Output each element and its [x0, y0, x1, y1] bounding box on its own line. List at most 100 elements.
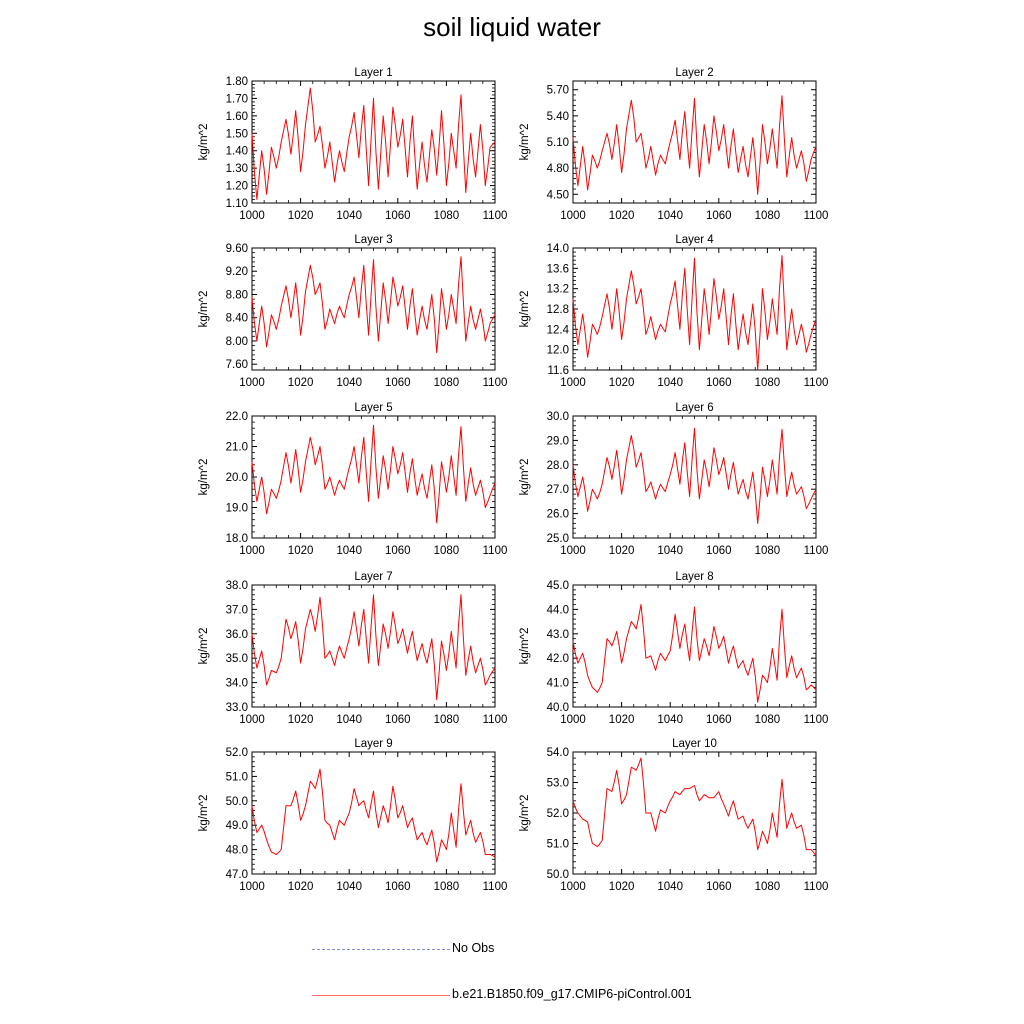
x-tick-label: 1080	[434, 714, 460, 726]
x-tick-label: 1100	[804, 714, 829, 726]
x-tick-label: 1020	[288, 881, 314, 893]
x-tick-label: 1020	[609, 545, 635, 557]
y-tick-label: 9.20	[226, 266, 248, 278]
x-tick-label: 1080	[434, 545, 460, 557]
y-tick-label: 26.0	[547, 509, 569, 521]
series-line	[572, 255, 817, 371]
y-tick-label: 22.0	[226, 411, 248, 423]
y-tick-label: 34.0	[226, 678, 248, 690]
x-tick-label: 1100	[483, 377, 508, 389]
x-tick-label: 1100	[804, 210, 829, 222]
series-line	[572, 757, 817, 856]
legend-no-obs: No Obs	[312, 940, 1012, 960]
series-line	[251, 256, 496, 354]
y-tick-label: 1.70	[226, 93, 248, 105]
y-tick-label: 11.6	[547, 365, 569, 377]
y-tick-label: 13.2	[547, 284, 569, 296]
y-tick-label: 45.0	[547, 580, 569, 592]
x-tick-label: 1080	[755, 714, 781, 726]
x-tick-label: 1100	[483, 714, 508, 726]
x-tick-label: 1040	[657, 545, 683, 557]
y-tick-label: 52.0	[226, 747, 248, 759]
y-tick-label: 14.0	[547, 243, 569, 255]
y-tick-label: 5.10	[547, 137, 569, 149]
x-tick-label: 1040	[336, 545, 362, 557]
panel-title: Layer 7	[354, 571, 392, 583]
y-tick-label: 41.0	[547, 678, 569, 690]
series-line	[251, 87, 496, 200]
y-tick-label: 1.60	[226, 111, 248, 123]
x-tick-label: 1060	[385, 545, 411, 557]
y-axis-label: kg/m^2	[519, 124, 531, 161]
x-tick-label: 1020	[609, 881, 635, 893]
y-tick-label: 52.0	[547, 808, 569, 820]
series-line	[251, 594, 496, 701]
x-tick-label: 1000	[239, 377, 265, 389]
series-line	[572, 427, 817, 524]
y-axis-label: kg/m^2	[198, 628, 210, 665]
panel-title: Layer 5	[354, 402, 392, 414]
panel-layer-10: Layer 10 kg/m^2 50.0 51.0 52.0 53.0 54.0 1000 10…	[519, 738, 828, 893]
y-tick-label: 8.80	[226, 289, 248, 301]
x-tick-label: 1000	[239, 881, 265, 893]
panel-layer-3: Layer 3 kg/m^2 7.60 8.00 8.40 8.80 9.20 9.60 100…	[198, 234, 507, 389]
y-tick-label: 4.50	[547, 189, 569, 201]
x-tick-label: 1000	[239, 714, 265, 726]
x-tick-label: 1060	[706, 377, 732, 389]
y-tick-label: 20.0	[226, 472, 248, 484]
legend-dashed-line	[312, 949, 450, 950]
x-tick-label: 1060	[385, 210, 411, 222]
y-tick-label: 1.50	[226, 128, 248, 140]
x-tick-label: 1100	[804, 377, 829, 389]
y-axis-label: kg/m^2	[519, 795, 531, 832]
y-tick-label: 33.0	[226, 702, 248, 714]
y-tick-label: 5.40	[547, 111, 569, 123]
panel-title: Layer 3	[354, 234, 392, 246]
x-tick-label: 1000	[239, 545, 265, 557]
x-tick-label: 1020	[609, 377, 635, 389]
y-tick-label: 5.70	[547, 85, 569, 97]
x-tick-label: 1020	[609, 210, 635, 222]
panel-layer-7: Layer 7 kg/m^2 33.0 34.0 35.0 36.0 37.0 38.0 100…	[198, 571, 507, 726]
y-tick-label: 47.0	[226, 869, 248, 881]
y-tick-label: 4.80	[547, 163, 569, 175]
y-tick-label: 12.8	[547, 304, 569, 316]
series-line	[572, 95, 817, 195]
y-tick-label: 8.40	[226, 313, 248, 325]
y-tick-label: 38.0	[226, 580, 248, 592]
x-tick-label: 1020	[288, 210, 314, 222]
panel-layer-2: Layer 2 kg/m^2 4.50 4.80 5.10 5.40 5.70 1000 102…	[519, 67, 828, 222]
y-tick-label: 25.0	[547, 533, 569, 545]
y-tick-label: 44.0	[547, 604, 569, 616]
y-tick-label: 42.0	[547, 653, 569, 665]
x-tick-label: 1000	[560, 377, 586, 389]
legend-model-label: b.e21.B1850.f09_g17.CMIP6-piControl.001	[452, 987, 692, 1001]
legend-solid-line	[312, 995, 450, 996]
panel-layer-1: Layer 1 kg/m^2 1.10 1.20 1.30 1.40 1.50 1.60 1.7…	[198, 67, 507, 222]
y-tick-label: 36.0	[226, 629, 248, 641]
y-axis-label: kg/m^2	[198, 291, 210, 328]
x-tick-label: 1060	[385, 714, 411, 726]
x-tick-label: 1040	[336, 881, 362, 893]
y-tick-label: 12.4	[547, 324, 570, 336]
panel-title: Layer 4	[675, 234, 714, 246]
y-tick-label: 19.0	[226, 503, 248, 515]
plot-frame	[251, 415, 496, 539]
x-tick-label: 1060	[706, 210, 732, 222]
x-tick-label: 1080	[434, 881, 460, 893]
x-tick-label: 1080	[755, 377, 781, 389]
x-tick-label: 1000	[239, 210, 265, 222]
y-tick-label: 1.10	[226, 198, 248, 210]
x-tick-label: 1100	[804, 881, 829, 893]
x-tick-label: 1080	[434, 210, 460, 222]
x-tick-label: 1060	[385, 881, 411, 893]
panel-title: Layer 6	[675, 402, 713, 414]
x-tick-label: 1080	[755, 545, 781, 557]
panel-layer-8: Layer 8 kg/m^2 40.0 41.0 42.0 43.0 44.0 45.0 100…	[519, 571, 828, 726]
y-tick-label: 50.0	[226, 796, 248, 808]
x-tick-label: 1000	[560, 210, 586, 222]
page-title: soil liquid water	[423, 12, 601, 42]
x-tick-label: 1040	[657, 881, 683, 893]
y-tick-label: 13.6	[547, 263, 569, 275]
